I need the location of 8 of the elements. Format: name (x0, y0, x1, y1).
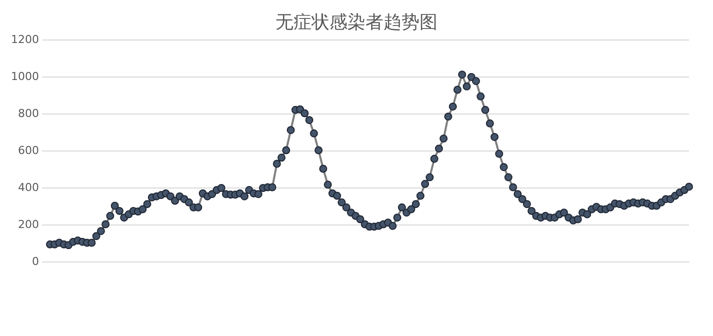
y-tick-label: 1000 (10, 70, 39, 83)
chart-title: 无症状感染者趋势图 (274, 11, 438, 34)
y-tick-label: 400 (18, 180, 39, 194)
y-tick-label: 1200 (10, 32, 39, 46)
y-tick-label: 200 (18, 218, 39, 231)
y-tick-label: 800 (18, 106, 39, 120)
y-tick-label: 0 (32, 254, 39, 268)
y-tick-label: 600 (18, 144, 39, 157)
